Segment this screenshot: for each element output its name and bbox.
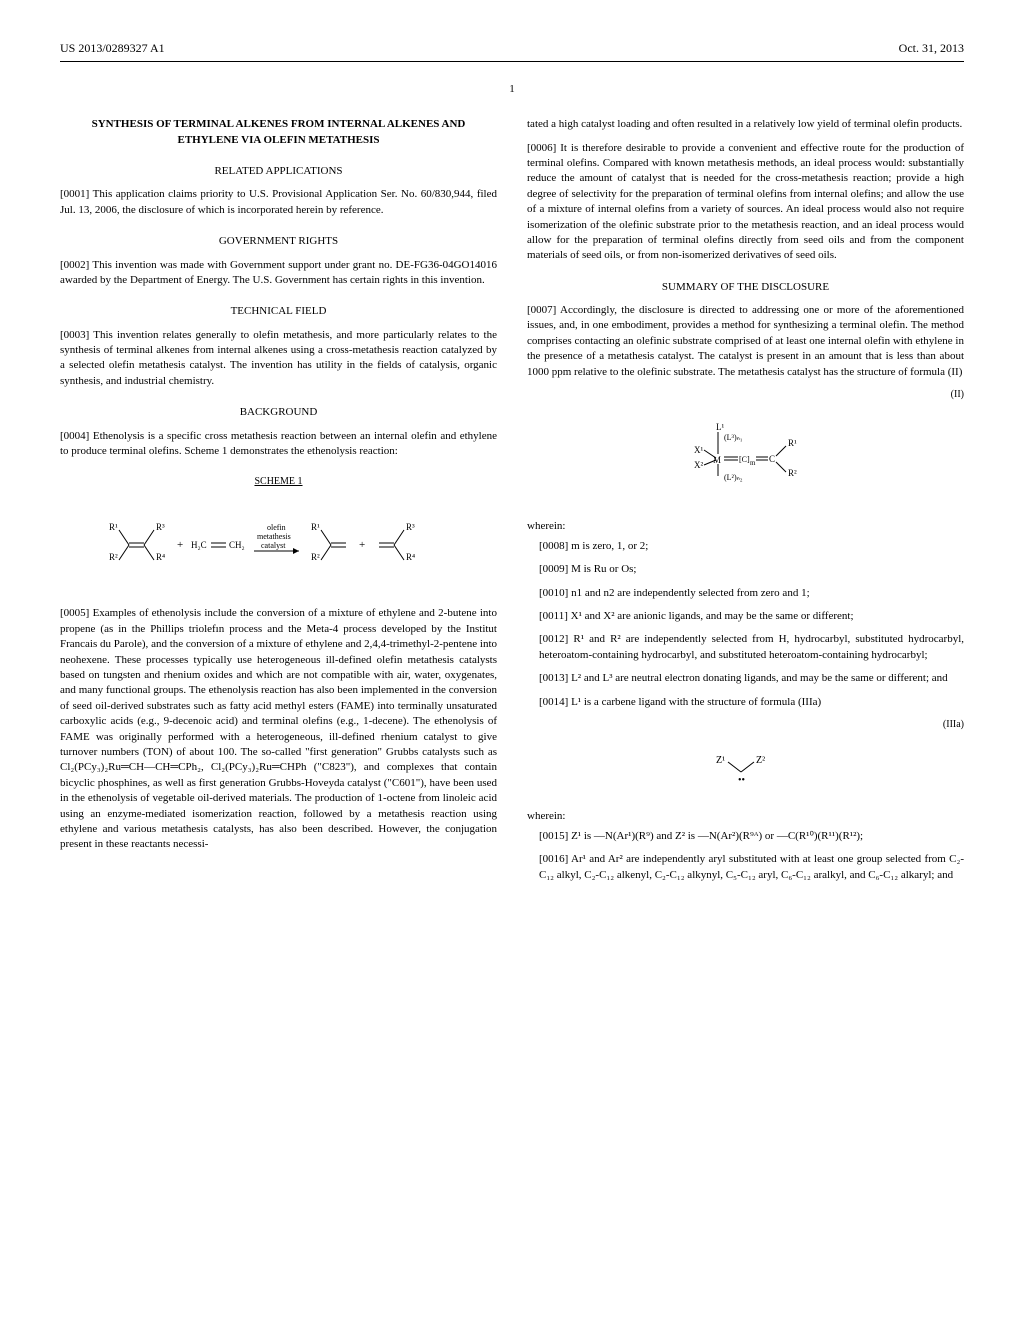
- scheme-label: SCHEME 1: [60, 475, 497, 489]
- publication-number: US 2013/0289327 A1: [60, 40, 165, 57]
- svg-text:R³: R³: [156, 522, 165, 532]
- para-0001: [0001] This application claims priority …: [60, 187, 497, 218]
- para-0016: [0016] Ar¹ and Ar² are independently ary…: [527, 852, 964, 883]
- formula-iiia-label: (IIIa): [527, 718, 964, 732]
- wherein-2: wherein:: [527, 809, 964, 824]
- para-0004: [0004] Ethenolysis is a specific cross m…: [60, 429, 497, 460]
- formula-ii-label: (II): [527, 388, 964, 402]
- page-header: US 2013/0289327 A1 Oct. 31, 2013: [60, 40, 964, 62]
- svg-text:R⁴: R⁴: [156, 552, 165, 562]
- para-0003: [0003] This invention relates generally …: [60, 328, 497, 390]
- svg-text:L¹: L¹: [716, 422, 724, 432]
- para-0014: [0014] L¹ is a carbene ligand with the s…: [527, 695, 964, 710]
- svg-text:R⁴: R⁴: [406, 552, 415, 562]
- svg-text:X¹: X¹: [694, 445, 703, 455]
- formula-iiia: Z¹ Z² ••: [527, 748, 964, 793]
- svg-text:(L²)ₙ₂: (L²)ₙ₂: [724, 473, 743, 482]
- right-column: tated a high catalyst loading and often …: [527, 117, 964, 891]
- related-heading: RELATED APPLICATIONS: [60, 164, 497, 179]
- svg-text:Z¹: Z¹: [716, 755, 725, 766]
- document-title: SYNTHESIS OF TERMINAL ALKENES FROM INTER…: [60, 117, 497, 148]
- para-0008: [0008] m is zero, 1, or 2;: [527, 539, 964, 554]
- reaction-svg: R¹ R² R³ R⁴ + H₂C CH₂ olefin metathesis …: [89, 505, 469, 585]
- svg-text:olefin: olefin: [267, 523, 286, 532]
- svg-text:+: +: [359, 539, 365, 551]
- wherein-1: wherein:: [527, 519, 964, 534]
- para-0010: [0010] n1 and n2 are independently selec…: [527, 586, 964, 601]
- svg-text:••: ••: [738, 775, 745, 786]
- para-0011: [0011] X¹ and X² are anionic ligands, an…: [527, 609, 964, 624]
- svg-text:R²: R²: [109, 552, 118, 562]
- svg-text:metathesis: metathesis: [257, 532, 291, 541]
- svg-text:R²: R²: [788, 468, 797, 478]
- para-0015: [0015] Z¹ is —N(Ar¹)(R⁹) and Z² is —N(Ar…: [527, 829, 964, 844]
- para-0007: [0007] Accordingly, the disclosure is di…: [527, 303, 964, 380]
- svg-text:H₂C: H₂C: [191, 540, 207, 550]
- svg-text:Z²: Z²: [756, 755, 765, 766]
- content-columns: SYNTHESIS OF TERMINAL ALKENES FROM INTER…: [60, 117, 964, 891]
- svg-text:X²: X²: [694, 460, 703, 470]
- svg-text:m: m: [750, 459, 756, 467]
- para-0012: [0012] R¹ and R² are independently selec…: [527, 632, 964, 663]
- para-0005: [0005] Examples of ethenolysis include t…: [60, 606, 497, 852]
- summary-heading: SUMMARY OF THE DISCLOSURE: [527, 280, 964, 295]
- svg-text:CH₂: CH₂: [229, 540, 245, 550]
- left-column: SYNTHESIS OF TERMINAL ALKENES FROM INTER…: [60, 117, 497, 891]
- svg-text:(L³)ₙ₁: (L³)ₙ₁: [724, 433, 743, 442]
- svg-text:catalyst: catalyst: [261, 541, 286, 550]
- technical-heading: TECHNICAL FIELD: [60, 304, 497, 319]
- para-0005-continued: tated a high catalyst loading and often …: [527, 117, 964, 132]
- svg-text:R²: R²: [311, 552, 320, 562]
- para-0002: [0002] This invention was made with Gove…: [60, 258, 497, 289]
- background-heading: BACKGROUND: [60, 405, 497, 420]
- para-0009: [0009] M is Ru or Os;: [527, 562, 964, 577]
- formula-ii-svg: L¹ (L³)ₙ₁ X¹ X² M [C] m C R¹ R²: [646, 418, 846, 498]
- svg-text:+: +: [177, 539, 183, 551]
- formula-ii: L¹ (L³)ₙ₁ X¹ X² M [C] m C R¹ R²: [527, 418, 964, 503]
- svg-text:R¹: R¹: [311, 522, 320, 532]
- government-heading: GOVERNMENT RIGHTS: [60, 234, 497, 249]
- publication-date: Oct. 31, 2013: [899, 40, 964, 57]
- formula-iiia-svg: Z¹ Z² ••: [686, 748, 806, 788]
- svg-text:R³: R³: [406, 522, 415, 532]
- para-0006: [0006] It is therefore desirable to prov…: [527, 141, 964, 264]
- svg-text:M: M: [713, 455, 721, 465]
- para-0013: [0013] L² and L³ are neutral electron do…: [527, 671, 964, 686]
- scheme-1-reaction: R¹ R² R³ R⁴ + H₂C CH₂ olefin metathesis …: [60, 505, 497, 590]
- svg-text:R¹: R¹: [109, 522, 118, 532]
- page-number: 1: [60, 82, 964, 97]
- svg-text:R¹: R¹: [788, 438, 797, 448]
- svg-text:[C]: [C]: [739, 455, 750, 464]
- svg-text:C: C: [769, 454, 775, 464]
